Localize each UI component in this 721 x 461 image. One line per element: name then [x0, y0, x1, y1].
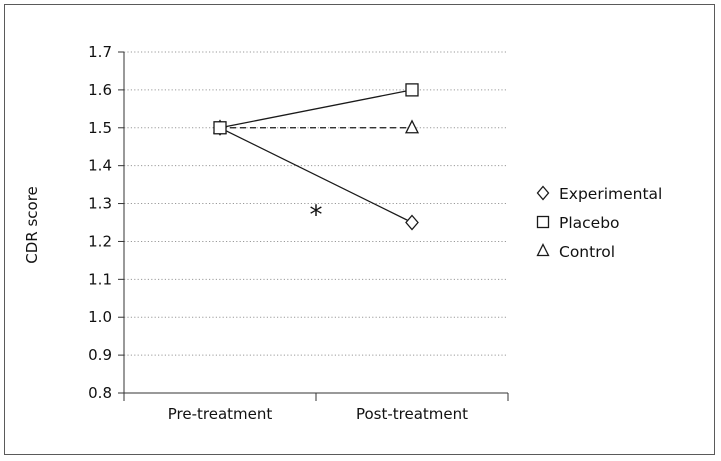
legend-symbol-placebo — [536, 215, 550, 229]
y-tick-label: 1.7 — [88, 43, 112, 61]
series-line-experimental — [219, 127, 413, 224]
data-point-placebo — [405, 83, 419, 97]
annotations: * — [310, 201, 323, 231]
legend: Experimental Placebo Control — [536, 185, 662, 261]
data-point-experimental — [405, 214, 419, 231]
y-tick-label: 0.8 — [88, 384, 112, 402]
y-tick-label: 1.0 — [88, 308, 112, 326]
series-lines — [219, 89, 413, 224]
series-line-placebo — [219, 89, 413, 129]
data-point-control — [404, 119, 420, 134]
significance-asterisk: * — [310, 201, 323, 231]
y-tick-labels: 0.8 0.9 1.0 1.1 1.2 1.3 1.4 1.5 1.6 1.7 — [88, 43, 124, 402]
legend-label-placebo: Placebo — [559, 214, 620, 232]
series-markers — [212, 83, 420, 231]
gridlines — [124, 51, 508, 356]
x-tick-label: Pre-treatment — [168, 405, 273, 423]
y-tick-label: 1.6 — [88, 81, 112, 99]
y-tick-label: 1.3 — [88, 195, 112, 213]
y-tick-label: 0.9 — [88, 346, 112, 364]
y-tick-label: 1.4 — [88, 157, 112, 175]
y-tick-label: 1.1 — [88, 270, 112, 288]
legend-label-control: Control — [559, 243, 615, 261]
x-tick-labels: Pre-treatment Post-treatment — [123, 393, 509, 423]
y-axis-label: CDR score — [23, 186, 41, 264]
data-point-placebo — [213, 121, 227, 135]
x-tick-label: Post-treatment — [356, 405, 468, 423]
legend-label-experimental: Experimental — [559, 185, 662, 203]
chart-frame — [4, 4, 715, 455]
legend-symbol-experimental — [536, 185, 550, 201]
legend-symbol-control — [536, 243, 550, 257]
y-tick-label: 1.2 — [88, 232, 112, 250]
y-tick-label: 1.5 — [88, 119, 112, 137]
